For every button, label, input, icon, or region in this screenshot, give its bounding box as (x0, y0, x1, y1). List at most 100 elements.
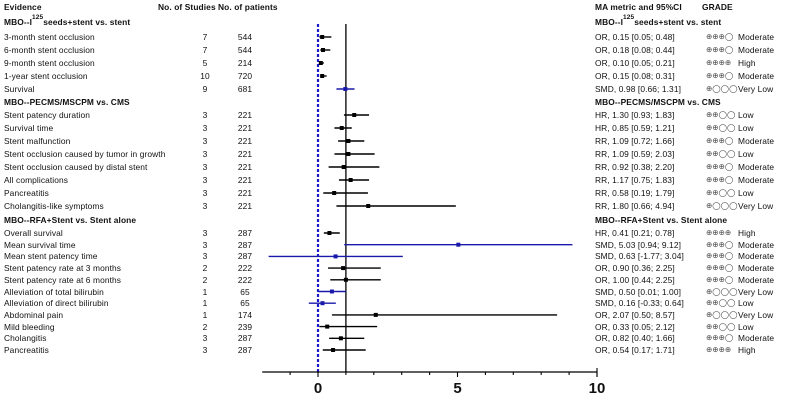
group-title-sup: 125 (32, 14, 44, 21)
header-studies: No. of Studies (158, 2, 216, 12)
point-estimate (339, 126, 344, 130)
grade-symbols: ⊕⊕◯◯ (706, 188, 736, 197)
point-estimate (318, 61, 323, 65)
row-grade: Very Low (738, 309, 774, 320)
grade-symbols: ⊕⊕⊕◯ (706, 45, 734, 54)
row-label: 9-month stent occlusion (4, 58, 95, 68)
row-grade: Moderate (738, 175, 775, 185)
point-estimate (320, 74, 325, 78)
row-metric: RR, 1.80 [0.66; 4.94] (595, 201, 675, 211)
row-label: All complications (4, 175, 69, 185)
row-patients: 221 (237, 188, 253, 198)
row-grade: Very Low (738, 201, 774, 211)
row-grade: Moderate (738, 32, 775, 42)
row-grade: Moderate (738, 136, 775, 146)
grade-symbols: ⊕⊕⊕◯ (706, 274, 734, 284)
row-patients: 239 (237, 321, 253, 332)
point-estimate (325, 324, 330, 329)
row-grade: High (738, 345, 756, 355)
row-grade: Moderate (738, 333, 775, 344)
row-label: 6-month stent occlusion (4, 45, 95, 55)
row-metric: OR, 0.10 [0.05; 0.21] (595, 58, 675, 68)
row-studies: 10 (200, 71, 210, 81)
group-title-sup: 125 (623, 14, 635, 21)
row-grade: High (738, 58, 756, 68)
grade-symbols: ⊕⊕⊕◯ (706, 251, 734, 261)
row-metric: SMD, 0.50 [0.01; 1.00] (595, 286, 681, 297)
grade-symbols: ⊕⊕◯◯ (706, 123, 736, 132)
row-label: Survival (4, 84, 35, 94)
group-title: MBO--PECMS/MSCPM vs. CMS (4, 97, 130, 107)
group-title: MBO--I125seeds+stent vs. stent (4, 14, 131, 27)
row-patients: 222 (237, 263, 253, 274)
row-patients: 65 (240, 298, 250, 309)
grade-symbols: ⊕⊕⊕◯ (706, 175, 734, 184)
row-label: Cholangitis-like symptoms (4, 201, 104, 211)
row-metric: RR, 1.17 [0.75; 1.83] (595, 175, 675, 185)
row-patients: 65 (240, 286, 250, 297)
row-patients: 214 (237, 58, 253, 68)
row-studies: 3 (202, 175, 208, 185)
row-grade: Very Low (738, 84, 774, 94)
group-title: MBO--RFA+Stent vs. Stent alone (4, 215, 136, 225)
row-studies: 5 (202, 58, 208, 68)
row-label: Stent occlusion caused by distal stent (4, 162, 148, 172)
group-title-suffix: seeds+stent vs. stent (43, 17, 131, 27)
point-estimate (341, 266, 346, 271)
row-studies: 9 (202, 84, 208, 94)
grade-symbols: ⊕◯◯◯ (706, 201, 738, 210)
row-patients: 174 (237, 309, 253, 320)
row-patients: 221 (237, 175, 253, 185)
row-label: Mean stent patency time (4, 251, 98, 262)
row-label: Abdominal pain (4, 309, 64, 320)
row-patients: 222 (237, 274, 253, 285)
header-patients: No. of patients (218, 2, 278, 12)
grade-symbols: ⊕⊕◯◯ (706, 321, 736, 331)
point-estimate (332, 191, 337, 195)
grade-symbols: ⊕◯◯◯ (706, 309, 738, 319)
row-metric: OR, 0.54 [0.17; 1.71] (595, 345, 675, 355)
row-label: Stent patency rate at 6 months (4, 274, 122, 285)
row-patients: 287 (237, 251, 253, 262)
row-studies: 3 (202, 188, 208, 198)
row-metric: OR, 2.07 [0.50; 8.57] (595, 309, 675, 320)
point-estimate (366, 204, 371, 208)
point-estimate (346, 139, 351, 143)
grade-symbols: ⊕◯◯◯ (706, 84, 738, 93)
row-studies: 3 (202, 162, 208, 172)
row-label: Stent patency rate at 3 months (4, 263, 122, 274)
row-grade: High (738, 228, 756, 238)
grade-symbols: ⊕⊕◯◯ (706, 298, 736, 308)
header-evidence: Evidence (4, 2, 42, 12)
row-patients: 287 (237, 345, 253, 355)
grade-symbols: ⊕⊕⊕⊕ (706, 58, 732, 67)
row-studies: 7 (202, 45, 208, 55)
group-title-right: MBO--I125seeds+stent vs. stent (595, 14, 721, 27)
point-estimate (338, 336, 343, 341)
header-metric: MA metric and 95%CI (595, 2, 682, 12)
row-patients: 221 (237, 201, 253, 211)
x-tick-label: 10 (588, 380, 606, 397)
row-metric: RR, 0.58 [0.19; 1.79] (595, 188, 675, 198)
row-patients: 287 (237, 228, 253, 238)
grade-symbols: ⊕⊕⊕◯ (706, 136, 734, 145)
row-label: Mild bleeding (4, 321, 55, 332)
row-patients: 221 (237, 110, 253, 120)
point-estimate (343, 87, 348, 91)
row-studies: 2 (202, 274, 208, 285)
row-studies: 1 (202, 309, 208, 320)
row-grade: Moderate (738, 71, 775, 81)
row-label: Alleviation of direct bilirubin (4, 298, 109, 309)
group-title-prefix: MBO--RFA+Stent vs. Stent alone (595, 215, 728, 225)
group-title-right: MBO--RFA+Stent vs. Stent alone (595, 215, 727, 225)
point-estimate (327, 231, 332, 235)
grade-symbols: ⊕◯◯◯ (706, 286, 738, 296)
row-metric: HR, 0.41 [0.21; 0.78] (595, 228, 675, 238)
row-label: Cholangitis (4, 333, 47, 344)
row-grade: Low (738, 110, 754, 120)
row-patients: 720 (237, 71, 253, 81)
group-title-right: MBO--PECMS/MSCPM vs. CMS (595, 97, 721, 107)
row-studies: 3 (202, 333, 208, 344)
row-metric: HR, 0.85 [0.59; 1.21] (595, 123, 675, 133)
row-metric: RR, 0.92 [0.38; 2.20] (595, 162, 675, 172)
